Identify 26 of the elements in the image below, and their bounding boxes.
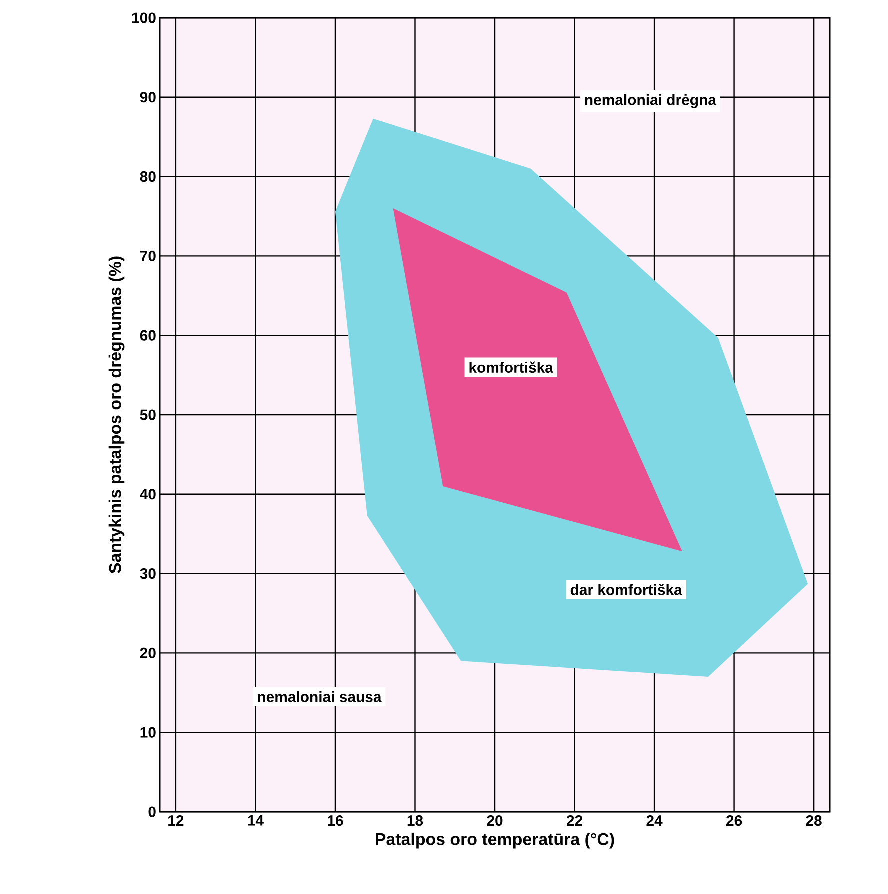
y-tick-label: 20 [140,648,156,658]
x-tick-label: 16 [328,816,344,826]
annotation: komfortiška [470,362,554,373]
y-tick-label: 80 [140,171,156,182]
y-tick-label: 0 [148,806,156,818]
y-tick-label: 40 [140,489,156,500]
annotation: nemaloniai drėgna [585,94,717,108]
annotation: dar komfortiška [570,584,682,596]
x-tick-label: 12 [168,816,184,826]
y-axis-title: Santykinis patalpos oro drėgnumas (%) [108,256,125,574]
y-tick-label: 30 [140,568,156,580]
x-tick-label: 14 [248,816,264,826]
y-tick-label: 100 [132,12,156,24]
x-tick-label: 20 [487,816,503,826]
x-tick-label: 18 [408,816,424,826]
y-tick-label: 70 [140,250,156,262]
x-tick-label: 28 [806,816,822,826]
x-tick-label: 26 [726,816,742,826]
x-tick-label: 24 [646,816,663,826]
y-tick-label: 10 [140,727,156,738]
x-axis-title: Patalpos oro temperatūra (°C) [376,832,614,849]
y-tick-label: 90 [140,92,156,103]
y-tick-label: 60 [140,330,156,341]
y-tick-label: 50 [140,410,156,420]
annotation: nemaloniai sausa [258,691,382,702]
x-tick-label: 22 [566,816,582,826]
